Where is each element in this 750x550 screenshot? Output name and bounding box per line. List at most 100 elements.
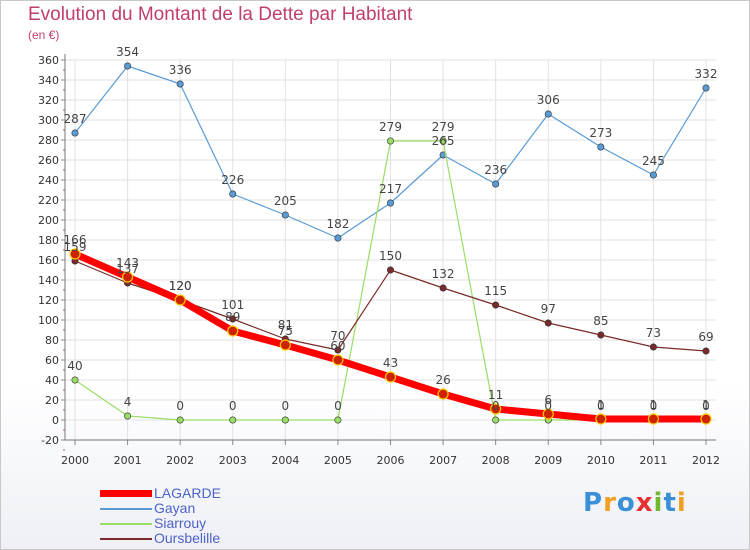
data-label: 0 [176, 399, 184, 413]
x-tick-label: 2001 [114, 454, 142, 467]
data-label: 226 [221, 173, 244, 187]
x-tick-label: 2006 [377, 454, 405, 467]
y-tick-label: -20 [41, 434, 59, 447]
y-tick-label: 140 [38, 274, 59, 287]
data-point [439, 137, 447, 145]
legend-swatch [100, 490, 152, 497]
data-point [176, 80, 184, 88]
logo-letter: t [663, 488, 677, 518]
data-label: 60 [330, 339, 345, 353]
data-label: 182 [326, 217, 349, 231]
data-label: 0 [650, 399, 658, 413]
data-label: 354 [116, 45, 139, 59]
y-tick-label: 80 [45, 334, 59, 347]
data-label: 143 [116, 256, 139, 270]
data-point [229, 190, 237, 198]
data-point [702, 84, 710, 92]
y-tick-label: 40 [45, 374, 59, 387]
y-tick-label: 20 [45, 394, 59, 407]
data-label: 11 [488, 388, 503, 402]
x-tick-label: 2000 [61, 454, 89, 467]
data-point [334, 416, 342, 424]
data-label: 306 [537, 93, 560, 107]
data-point [386, 137, 394, 145]
data-label: 81 [278, 318, 293, 332]
data-label: 40 [67, 359, 82, 373]
legend-label: Gayan [154, 500, 196, 516]
data-label: 97 [541, 302, 556, 316]
data-point [542, 408, 554, 420]
data-point [544, 110, 552, 118]
data-label: 75 [278, 324, 293, 338]
x-tick-label: 2012 [692, 454, 720, 467]
data-label: 279 [432, 120, 455, 134]
data-label: 26 [435, 373, 450, 387]
y-tick-label: 320 [38, 94, 59, 107]
y-tick-label: 280 [38, 134, 59, 147]
data-label: 217 [379, 182, 402, 196]
y-tick-label: 60 [45, 354, 59, 367]
data-label: 287 [64, 112, 87, 126]
data-point [279, 339, 291, 351]
y-tick-label: 240 [38, 174, 59, 187]
data-label: 101 [221, 298, 244, 312]
logo-letter: x [635, 488, 654, 518]
data-label: 1 [597, 398, 605, 412]
axes: -200204060801001201401601802002202402602… [38, 54, 720, 467]
data-label: 85 [593, 314, 608, 328]
data-label: 265 [432, 134, 455, 148]
data-point [281, 416, 289, 424]
y-tick-label: 160 [38, 254, 59, 267]
data-point [647, 413, 660, 425]
data-label: 166 [64, 233, 87, 247]
legend-swatch [100, 508, 152, 510]
y-tick-label: 360 [38, 54, 59, 67]
legend-swatch [100, 538, 152, 540]
data-label: 69 [698, 330, 713, 344]
data-point [437, 388, 449, 400]
data-label: 0 [544, 399, 552, 413]
series-group [69, 62, 712, 425]
x-tick-label: 2004 [271, 454, 299, 467]
proxiti-logo: Proxiti [583, 488, 687, 518]
data-label: 70 [330, 329, 345, 343]
data-point [595, 413, 607, 425]
data-label: 0 [597, 399, 605, 413]
x-tick-label: 2005 [324, 454, 352, 467]
data-point [386, 199, 394, 207]
x-tick-label: 2010 [587, 454, 615, 467]
data-point [71, 129, 79, 137]
logo-letter: i [676, 488, 687, 518]
data-label: 43 [383, 356, 398, 370]
unit-label: (en €) [28, 28, 60, 42]
x-tick-label: 2003 [219, 454, 247, 467]
data-label: 0 [229, 399, 237, 413]
legend-label: Siarrouy [154, 515, 207, 531]
data-label: 273 [589, 126, 612, 140]
data-point [334, 234, 342, 242]
data-point [71, 376, 79, 384]
logo-letter: P [583, 488, 604, 518]
data-label: 1 [702, 398, 710, 412]
data-point [702, 347, 710, 355]
data-label: 0 [492, 399, 500, 413]
y-tick-label: 120 [38, 294, 59, 307]
data-label: 245 [642, 154, 665, 168]
data-label: 205 [274, 194, 297, 208]
data-point [69, 248, 81, 260]
data-label: 0 [702, 399, 710, 413]
y-tick-label: 260 [38, 154, 59, 167]
data-point [700, 413, 712, 425]
data-point [439, 284, 447, 292]
x-tick-label: 2009 [534, 454, 562, 467]
logo-letter: o [616, 488, 636, 518]
data-label: 1 [650, 398, 658, 412]
data-point [332, 354, 344, 366]
y-tick-label: 200 [38, 214, 59, 227]
data-point [597, 143, 605, 151]
logo-letter: i [653, 488, 664, 518]
data-point [384, 371, 397, 383]
legend-label: LAGARDE [154, 485, 221, 501]
data-point [386, 266, 394, 274]
